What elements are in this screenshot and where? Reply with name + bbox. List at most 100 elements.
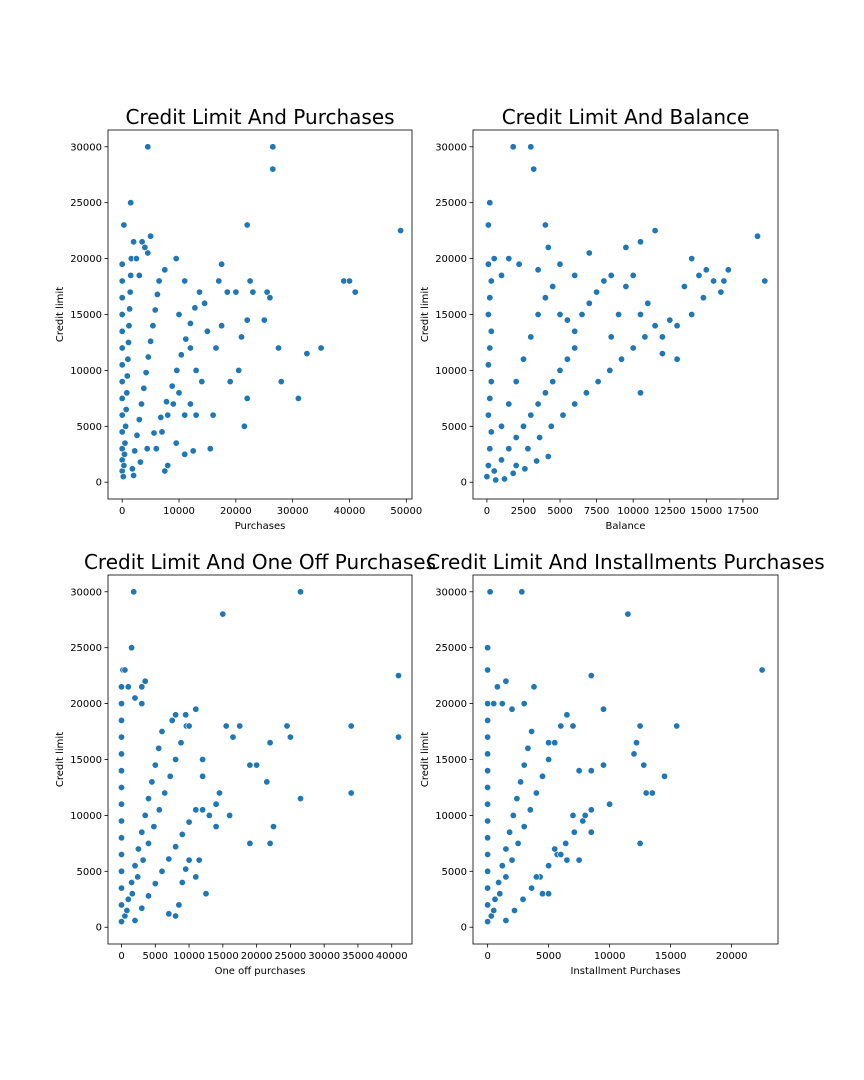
- plot-credit-one-off-purchases: 0 5000 10000 15000 20000 25000 30000 35000 40000…: [55, 550, 436, 977]
- data-point: [132, 255, 140, 263]
- data-point: [144, 143, 152, 151]
- data-point: [606, 800, 614, 808]
- y-tick-label: 15000: [70, 755, 102, 766]
- y-tick-label: 20000: [70, 254, 102, 265]
- data-point: [563, 355, 571, 363]
- data-point: [532, 873, 540, 881]
- y-tick-label: 0: [96, 923, 102, 934]
- chart-title: Credit Limit And Installments Purchases: [426, 550, 824, 574]
- data-point: [130, 238, 138, 246]
- y-axis-label: Credit limit: [55, 287, 66, 342]
- data-point: [484, 310, 492, 318]
- x-tick-label: 10000: [163, 506, 195, 517]
- data-point: [486, 445, 494, 453]
- y-tick-label: 25000: [70, 198, 102, 209]
- data-point: [641, 333, 649, 341]
- x-axis-label: Purchases: [235, 521, 286, 532]
- y-tick-label: 20000: [435, 254, 467, 265]
- data-point: [486, 394, 494, 402]
- x-tick-label: 0: [484, 951, 490, 962]
- x-tick-label: 0: [119, 506, 125, 517]
- data-point: [185, 722, 193, 730]
- data-point: [218, 260, 226, 268]
- data-point: [118, 700, 126, 708]
- data-point: [219, 610, 227, 618]
- data-point: [138, 828, 146, 836]
- data-point: [695, 271, 703, 279]
- data-point: [599, 705, 607, 713]
- data-point: [130, 588, 138, 596]
- data-point: [118, 918, 126, 926]
- y-tick-label: 10000: [70, 366, 102, 377]
- x-tick-label: 15000: [690, 506, 722, 517]
- data-point: [484, 901, 492, 909]
- data-point: [518, 588, 526, 596]
- data-point: [642, 789, 650, 797]
- data-point: [118, 327, 126, 335]
- data-point: [498, 862, 506, 870]
- y-tick-label: 20000: [70, 699, 102, 710]
- data-point: [624, 610, 632, 618]
- data-point: [131, 447, 139, 455]
- data-point: [123, 906, 131, 914]
- data-point: [538, 890, 546, 898]
- data-point: [541, 389, 549, 397]
- data-point: [199, 755, 207, 763]
- data-point: [484, 867, 492, 875]
- data-point: [124, 355, 132, 363]
- scatter-points: [118, 143, 405, 481]
- data-point: [182, 711, 190, 719]
- data-point: [126, 288, 134, 296]
- data-point: [484, 783, 492, 791]
- data-point: [636, 389, 644, 397]
- data-point: [569, 811, 577, 819]
- data-point: [512, 378, 520, 386]
- data-point: [547, 422, 555, 430]
- data-point: [125, 322, 133, 330]
- data-point: [158, 867, 166, 875]
- data-point: [509, 143, 517, 151]
- data-point: [263, 288, 271, 296]
- y-tick-label: 25000: [435, 643, 467, 654]
- scatter-points: [118, 588, 402, 926]
- x-tick-label: 40000: [334, 506, 366, 517]
- data-point: [541, 294, 549, 302]
- data-point: [118, 750, 126, 758]
- data-point: [226, 811, 234, 819]
- data-point: [606, 366, 614, 374]
- data-point: [351, 288, 359, 296]
- data-point: [484, 716, 492, 724]
- data-point: [520, 761, 528, 769]
- data-point: [192, 366, 200, 374]
- data-point: [145, 892, 153, 900]
- data-point: [138, 238, 146, 246]
- x-tick-label: 30000: [308, 951, 340, 962]
- data-point: [212, 344, 220, 352]
- data-point: [118, 394, 126, 402]
- data-point: [526, 806, 534, 814]
- data-point: [142, 369, 150, 377]
- data-point: [155, 277, 163, 285]
- data-point: [172, 711, 180, 719]
- data-point: [524, 445, 532, 453]
- data-point: [569, 722, 577, 730]
- x-tick-label: 50000: [390, 506, 422, 517]
- data-point: [243, 394, 251, 402]
- data-point: [710, 277, 718, 285]
- data-point: [229, 733, 237, 741]
- data-point: [118, 834, 126, 842]
- axes-frame: [107, 574, 413, 945]
- data-point: [141, 243, 149, 251]
- data-point: [578, 310, 586, 318]
- data-point: [163, 398, 171, 406]
- data-point: [761, 277, 769, 285]
- data-point: [161, 266, 169, 274]
- x-tick-label: 20000: [716, 951, 748, 962]
- data-point: [246, 277, 254, 285]
- data-point: [575, 856, 583, 864]
- data-point: [527, 333, 535, 341]
- data-point: [658, 333, 666, 341]
- data-point: [138, 700, 146, 708]
- data-point: [317, 344, 325, 352]
- data-point: [164, 461, 172, 469]
